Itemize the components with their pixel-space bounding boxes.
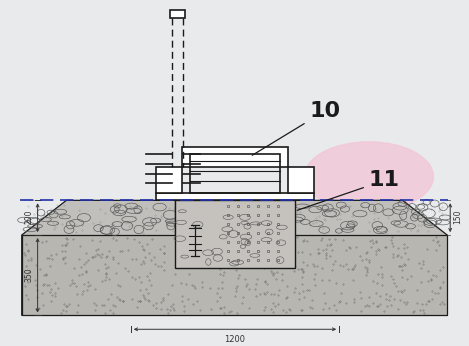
Bar [287, 167, 314, 193]
Text: 10: 10 [252, 101, 340, 155]
Text: 1200: 1200 [225, 335, 245, 344]
Text: 200: 200 [25, 210, 34, 225]
Bar [156, 167, 182, 193]
Text: 150: 150 [453, 210, 462, 225]
Bar [175, 200, 295, 268]
Bar [190, 154, 280, 193]
Bar [182, 147, 287, 167]
Polygon shape [22, 200, 447, 316]
Text: 11: 11 [297, 171, 400, 210]
Text: 350: 350 [25, 267, 34, 282]
Ellipse shape [304, 142, 433, 211]
Bar [156, 193, 314, 200]
Polygon shape [22, 235, 447, 316]
Bar [169, 10, 185, 18]
